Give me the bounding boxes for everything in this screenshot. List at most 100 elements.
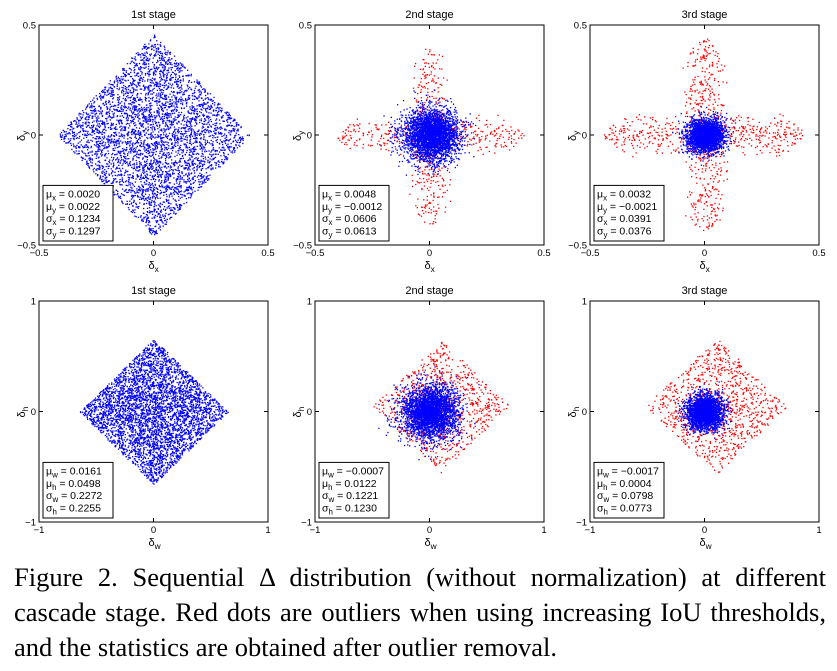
scatter-point	[175, 212, 177, 215]
scatter-point	[185, 145, 187, 147]
scatter-point	[154, 232, 156, 234]
scatter-point	[169, 53, 171, 55]
scatter-point	[146, 211, 148, 213]
scatter-point	[180, 138, 182, 140]
scatter-point	[206, 141, 209, 143]
scatter-point	[111, 160, 114, 162]
scatter-point	[121, 134, 123, 136]
scatter-point	[188, 95, 190, 97]
scatter-point	[175, 188, 177, 190]
scatter-point	[154, 148, 156, 150]
scatter-point	[133, 88, 135, 90]
scatter-point	[210, 98, 212, 100]
scatter-point	[134, 89, 137, 91]
scatter-point	[166, 141, 168, 143]
scatter-point	[93, 106, 96, 108]
scatter-point	[198, 105, 200, 107]
scatter-point	[433, 173, 435, 175]
scatter-point	[194, 180, 196, 182]
scatter-point	[141, 197, 143, 199]
scatter-point	[176, 154, 178, 156]
scatter-point	[85, 155, 87, 157]
scatter-point	[89, 126, 91, 129]
scatter-point	[202, 148, 204, 150]
scatter-point	[452, 129, 454, 131]
scatter-point	[138, 98, 140, 101]
scatter-point	[147, 71, 149, 73]
scatter-point	[147, 129, 149, 132]
scatter-point	[138, 192, 140, 194]
scatter-point	[87, 141, 89, 143]
scatter-point	[229, 134, 232, 136]
scatter-point	[209, 130, 211, 132]
scatter-point	[432, 222, 434, 225]
scatter-point	[153, 78, 155, 80]
scatter-point	[139, 108, 141, 110]
scatter-point	[470, 139, 472, 141]
scatter-point	[179, 164, 181, 166]
scatter-point	[221, 159, 223, 161]
scatter-point	[428, 178, 430, 180]
scatter-point	[156, 68, 159, 71]
scatter-point	[104, 142, 107, 144]
scatter-point	[134, 215, 136, 217]
scatter-point	[79, 147, 81, 149]
scatter-point	[146, 218, 148, 220]
scatter-point	[169, 119, 171, 122]
scatter-point	[187, 187, 189, 189]
scatter-point	[79, 146, 81, 148]
scatter-point	[499, 135, 501, 137]
scatter-point	[177, 100, 179, 102]
scatter-point	[163, 134, 165, 136]
scatter-point	[469, 138, 471, 140]
scatter-point	[124, 104, 126, 106]
scatter-point	[116, 97, 119, 99]
scatter-point	[176, 130, 179, 133]
scatter-point	[126, 92, 129, 94]
scatter-point	[118, 197, 120, 199]
scatter-point	[132, 78, 134, 80]
scatter-point	[157, 47, 159, 49]
scatter-point	[162, 214, 164, 216]
scatter-point	[152, 57, 154, 59]
scatter-point	[103, 179, 105, 181]
scatter-point	[186, 99, 188, 102]
scatter-point	[136, 170, 138, 172]
scatter-point	[505, 128, 507, 131]
scatter-point	[517, 129, 519, 131]
scatter-point	[430, 54, 433, 56]
scatter-point	[185, 198, 187, 200]
scatter-point	[387, 130, 390, 132]
scatter-point	[149, 124, 151, 126]
scatter-point	[101, 145, 103, 147]
scatter-point	[201, 176, 203, 178]
scatter-point	[234, 135, 236, 137]
scatter-point	[415, 99, 418, 101]
scatter-point	[143, 129, 146, 131]
scatter-point	[132, 176, 134, 178]
scatter-point	[223, 134, 225, 137]
scatter-point	[130, 164, 132, 166]
scatter-point	[163, 145, 165, 147]
scatter-point	[111, 170, 114, 172]
scatter-point	[207, 92, 209, 94]
scatter-point	[157, 165, 160, 168]
scatter-point	[349, 134, 351, 137]
scatter-point	[143, 218, 145, 220]
scatter-point	[168, 196, 171, 198]
scatter-point	[168, 157, 170, 159]
scatter-point	[106, 157, 108, 159]
scatter-point	[196, 159, 199, 161]
scatter-point	[190, 154, 192, 157]
scatter-point	[172, 186, 174, 188]
scatter-point	[88, 118, 90, 121]
scatter-point	[86, 155, 88, 157]
scatter-point	[143, 117, 145, 119]
scatter-point	[127, 135, 129, 137]
scatter-point	[434, 171, 437, 173]
scatter-point	[153, 175, 155, 177]
scatter-point	[117, 150, 119, 152]
scatter-point	[170, 87, 172, 89]
scatter-point	[95, 163, 97, 165]
scatter-point	[171, 133, 173, 135]
